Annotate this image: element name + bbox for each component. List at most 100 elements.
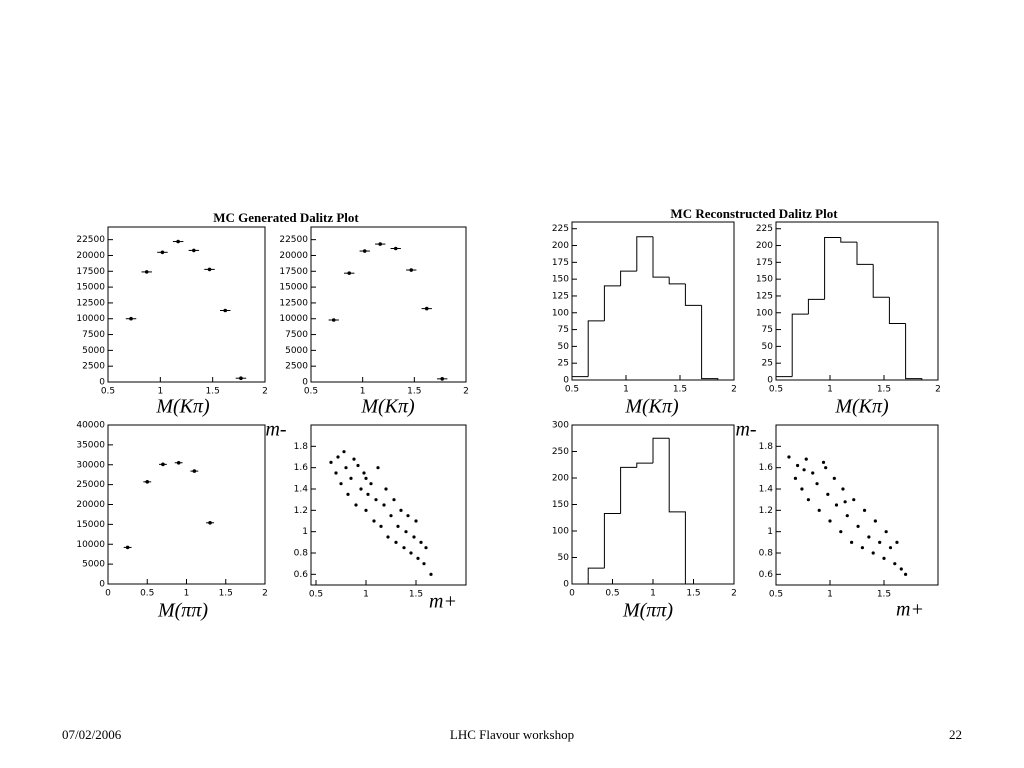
data-point (817, 508, 821, 512)
histogram-bin (888, 297, 906, 325)
y-tick-label: 7500 (82, 330, 105, 340)
histogram-bin (775, 376, 793, 380)
data-point (414, 519, 418, 523)
y-tick-label: 50 (558, 342, 570, 352)
data-point (346, 492, 350, 496)
y-tick-label: 25 (762, 359, 773, 369)
x-tick-label: 1 (363, 590, 369, 600)
data-point (334, 471, 338, 475)
data-point (850, 540, 854, 544)
x-tick-label: 2 (463, 387, 469, 397)
data-point (884, 530, 888, 534)
x-tick-label: 2 (731, 589, 737, 599)
y-tick-label: 0.6 (759, 570, 774, 580)
data-point (352, 457, 356, 461)
data-point (404, 530, 408, 534)
y-tick-label: 100 (552, 308, 569, 318)
data-point (845, 514, 849, 518)
data-point (145, 480, 150, 484)
data-point (811, 471, 815, 475)
data-point (826, 492, 830, 496)
data-point (392, 498, 396, 502)
plot-frame (107, 226, 266, 383)
data-point (354, 503, 358, 507)
data-point (359, 487, 363, 491)
x-axis-label: M(ππ) (157, 600, 208, 622)
data-point (787, 455, 791, 459)
data-point (399, 508, 403, 512)
data-point (843, 500, 847, 504)
data-point (424, 546, 428, 550)
y-tick-label: 225 (552, 224, 569, 234)
y-tick-label: 25 (558, 359, 569, 369)
data-point (806, 498, 811, 502)
histogram-bin (872, 264, 890, 298)
y-tick-label: 15000 (76, 283, 105, 293)
x-tick-label: 2 (262, 387, 268, 397)
histogram-bin (668, 438, 686, 584)
plot-frame (310, 424, 467, 586)
x-axis-label: M(Kπ) (360, 396, 415, 418)
data-point (402, 546, 406, 550)
y-tick-label: 35000 (76, 440, 105, 450)
y-tick-label: 20000 (76, 251, 105, 261)
y-tick-label: 12500 (279, 298, 308, 308)
x-tick-label: 0.5 (565, 385, 579, 395)
data-point (239, 376, 243, 381)
y-tick-label: 5000 (82, 560, 105, 570)
histogram-bin (636, 462, 653, 468)
x-tick-label: 0.5 (769, 385, 783, 395)
y-tick-label: 200 (756, 241, 773, 251)
data-point (160, 250, 165, 255)
x-tick-label: 1.5 (877, 590, 891, 600)
y-tick-label: 2500 (285, 362, 308, 372)
data-point (192, 248, 196, 253)
footer-event: LHC Flavour workshop (450, 727, 574, 742)
data-point (409, 268, 414, 272)
data-point (176, 460, 181, 465)
y-tick-label: 175 (552, 258, 569, 268)
x-axis-label: m+ (896, 599, 924, 621)
data-point (342, 450, 346, 454)
data-point (412, 535, 416, 539)
y-tick-label: 25000 (76, 480, 105, 490)
plot-frame (107, 424, 266, 585)
histogram-bin (587, 320, 605, 377)
histogram-bin (701, 305, 719, 380)
data-point (329, 460, 333, 464)
x-tick-label: 2 (262, 589, 268, 599)
data-point (895, 540, 899, 544)
data-point (899, 567, 903, 571)
x-axis-label: M(ππ) (622, 600, 673, 622)
x-tick-label: 1.5 (407, 387, 421, 397)
y-tick-label: 1.4 (759, 485, 774, 495)
data-point (144, 270, 149, 274)
data-point (223, 308, 228, 313)
y-tick-label: 1 (767, 527, 773, 537)
data-point (796, 463, 800, 468)
y-tick-label: 1.8 (759, 442, 774, 452)
y-tick-label: 22500 (279, 235, 308, 245)
x-tick-label: 1.5 (206, 387, 220, 397)
histogram-bin (603, 513, 621, 569)
data-point (873, 519, 877, 523)
y-tick-label: 0.6 (294, 570, 309, 580)
y-tick-label: 10000 (279, 314, 308, 324)
y-tick-label: 1.2 (759, 506, 773, 516)
y-tick-label: 1 (302, 527, 308, 537)
y-tick-label: 20000 (76, 500, 105, 510)
y-tick-label: 150 (756, 275, 773, 285)
x-tick-label: 1.5 (409, 590, 423, 600)
x-tick-label: 0.5 (101, 387, 115, 397)
x-axis-label: M(Kπ) (155, 396, 210, 418)
y-tick-label: 0 (563, 580, 569, 590)
x-tick-label: 1 (650, 589, 656, 599)
data-point (856, 524, 860, 528)
data-point (878, 540, 882, 544)
histogram-bin (791, 313, 809, 377)
data-point (793, 476, 798, 480)
y-tick-label: 1.2 (294, 506, 308, 516)
data-point (207, 267, 212, 272)
y-tick-label: 10000 (76, 314, 105, 324)
